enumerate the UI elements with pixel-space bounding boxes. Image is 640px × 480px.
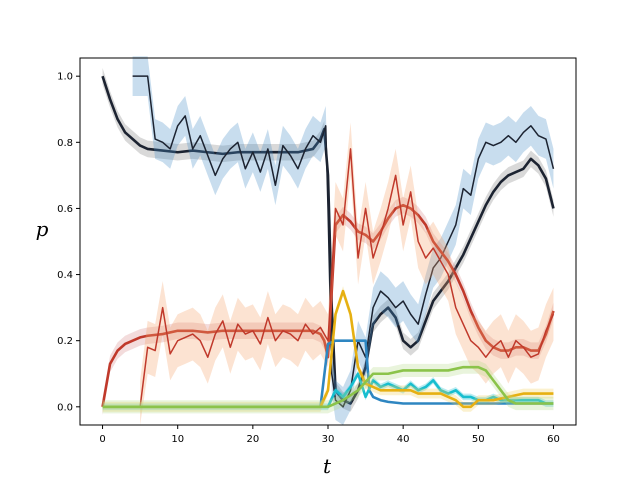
x-tick-label: 60	[547, 434, 560, 445]
series-1-line	[132, 75, 555, 408]
x-tick-label: 40	[397, 434, 410, 445]
series-6-line	[102, 289, 554, 409]
y-tick-label: 0.4	[57, 270, 73, 281]
plot-area	[101, 56, 555, 426]
x-axis: 0 10 20 30 40 50 60	[99, 425, 560, 445]
x-axis-label: t	[323, 454, 332, 478]
x-tick-label: 50	[472, 434, 485, 445]
x-tick-label: 0	[99, 434, 105, 445]
x-tick-label: 30	[322, 434, 335, 445]
y-tick-label: 1.0	[57, 72, 73, 83]
y-axis-label: p	[36, 217, 49, 241]
series-3-band	[140, 122, 554, 426]
x-tick-label: 20	[246, 434, 259, 445]
y-tick-label: 0.0	[57, 402, 73, 413]
series-0-line	[101, 75, 555, 405]
series-1-band	[132, 56, 554, 425]
series-3-line	[139, 148, 555, 407]
series-7-band	[102, 360, 554, 414]
y-tick-label: 0.8	[57, 138, 73, 149]
x-tick-label: 10	[171, 434, 184, 445]
series-7-line	[102, 365, 554, 409]
y-tick-label: 0.6	[57, 204, 73, 215]
y-tick-label: 0.2	[57, 336, 73, 347]
series-5-line	[102, 372, 554, 409]
y-axis: 0.0 0.2 0.4 0.6 0.8 1.0	[57, 72, 80, 413]
